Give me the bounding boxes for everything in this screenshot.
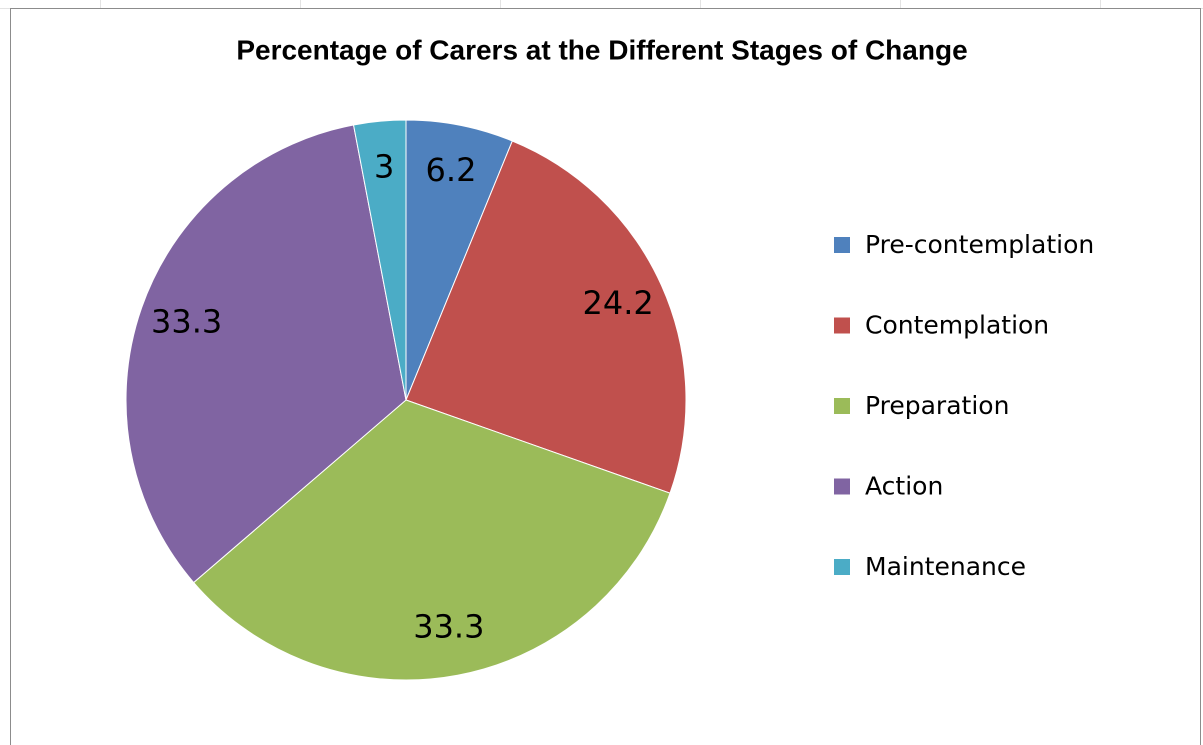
legend-swatch bbox=[834, 559, 850, 575]
legend-swatch bbox=[834, 478, 850, 495]
legend-swatch bbox=[834, 237, 850, 253]
chart-title: Percentage of Carers at the Different St… bbox=[236, 34, 967, 65]
data-label: 3 bbox=[374, 148, 394, 186]
data-label: 33.3 bbox=[151, 302, 222, 340]
pie-slice bbox=[405, 140, 687, 494]
data-labels: 6.2 24.2 33.3 33.3 3 bbox=[151, 148, 654, 646]
legend-label: Preparation bbox=[865, 391, 1009, 420]
legend-swatch bbox=[834, 317, 850, 334]
legend: Pre-contemplation Contemplation Preparatio… bbox=[834, 230, 1094, 581]
data-label: 33.3 bbox=[413, 607, 484, 645]
legend-label: Action bbox=[865, 472, 943, 501]
pie bbox=[125, 119, 687, 681]
legend-label: Pre-contemplation bbox=[865, 230, 1094, 259]
pie-slice bbox=[192, 399, 671, 681]
data-label: 6.2 bbox=[426, 151, 477, 189]
data-label: 24.2 bbox=[582, 284, 653, 322]
pie-slice bbox=[352, 119, 407, 401]
legend-swatch bbox=[834, 398, 850, 414]
legend-label: Maintenance bbox=[865, 552, 1026, 581]
pie-slice bbox=[125, 124, 407, 584]
legend-label: Contemplation bbox=[865, 311, 1049, 340]
